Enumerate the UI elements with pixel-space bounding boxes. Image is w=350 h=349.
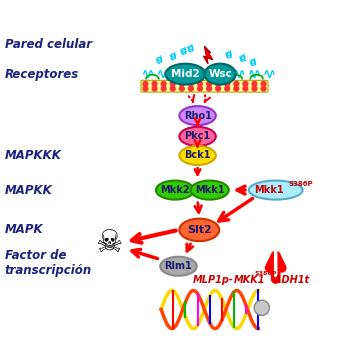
Circle shape xyxy=(180,86,184,91)
Circle shape xyxy=(152,86,157,91)
Circle shape xyxy=(216,81,220,86)
Text: ☠: ☠ xyxy=(95,229,123,258)
Circle shape xyxy=(143,81,148,86)
Circle shape xyxy=(197,81,202,86)
Ellipse shape xyxy=(156,180,194,200)
Circle shape xyxy=(225,81,230,86)
Circle shape xyxy=(161,86,166,91)
Circle shape xyxy=(243,86,248,91)
Text: MAPKKK: MAPKKK xyxy=(5,149,62,162)
Circle shape xyxy=(152,81,157,86)
Circle shape xyxy=(188,86,193,91)
Circle shape xyxy=(161,81,166,86)
Circle shape xyxy=(170,86,175,91)
Text: MKK1: MKK1 xyxy=(234,275,266,285)
Text: Mkk2: Mkk2 xyxy=(160,185,190,195)
Text: Mkk1: Mkk1 xyxy=(254,185,284,195)
Ellipse shape xyxy=(179,127,216,146)
Ellipse shape xyxy=(166,64,205,84)
Circle shape xyxy=(254,300,270,315)
Text: Mid2: Mid2 xyxy=(171,69,200,79)
Text: -ADH1t: -ADH1t xyxy=(271,275,310,285)
Circle shape xyxy=(206,86,211,91)
Text: S386P: S386P xyxy=(289,181,314,187)
Circle shape xyxy=(216,86,220,91)
Circle shape xyxy=(170,81,175,86)
Circle shape xyxy=(206,81,211,86)
Text: Bck1: Bck1 xyxy=(184,150,211,161)
Circle shape xyxy=(188,81,193,86)
Ellipse shape xyxy=(249,180,303,200)
Circle shape xyxy=(252,86,257,91)
Text: Rlm1: Rlm1 xyxy=(164,261,193,271)
Text: MLP1p-: MLP1p- xyxy=(193,275,234,285)
Ellipse shape xyxy=(204,64,236,84)
Text: Receptores: Receptores xyxy=(5,68,79,81)
Circle shape xyxy=(243,81,248,86)
Circle shape xyxy=(197,86,202,91)
Text: MAPKK: MAPKK xyxy=(5,184,52,196)
Ellipse shape xyxy=(179,106,216,125)
Ellipse shape xyxy=(191,180,229,200)
Circle shape xyxy=(252,81,257,86)
Text: Rho1: Rho1 xyxy=(184,111,211,121)
Text: Wsc: Wsc xyxy=(208,69,232,79)
Circle shape xyxy=(180,81,184,86)
Polygon shape xyxy=(203,46,212,64)
Circle shape xyxy=(225,86,230,91)
FancyBboxPatch shape xyxy=(141,80,268,92)
Circle shape xyxy=(261,81,266,86)
Ellipse shape xyxy=(179,218,219,241)
Text: Factor de
transcripción: Factor de transcripción xyxy=(5,249,92,277)
Text: Mkk1: Mkk1 xyxy=(195,185,225,195)
Text: Slt2: Slt2 xyxy=(187,225,212,235)
Text: MAPK: MAPK xyxy=(5,223,43,236)
Circle shape xyxy=(261,86,266,91)
Ellipse shape xyxy=(179,146,216,165)
Text: Pkc1: Pkc1 xyxy=(184,132,211,141)
Circle shape xyxy=(234,86,239,91)
Circle shape xyxy=(234,81,239,86)
Ellipse shape xyxy=(160,257,197,276)
Text: Pared celular: Pared celular xyxy=(5,38,92,51)
Circle shape xyxy=(143,86,148,91)
Text: S386P: S386P xyxy=(255,271,277,276)
